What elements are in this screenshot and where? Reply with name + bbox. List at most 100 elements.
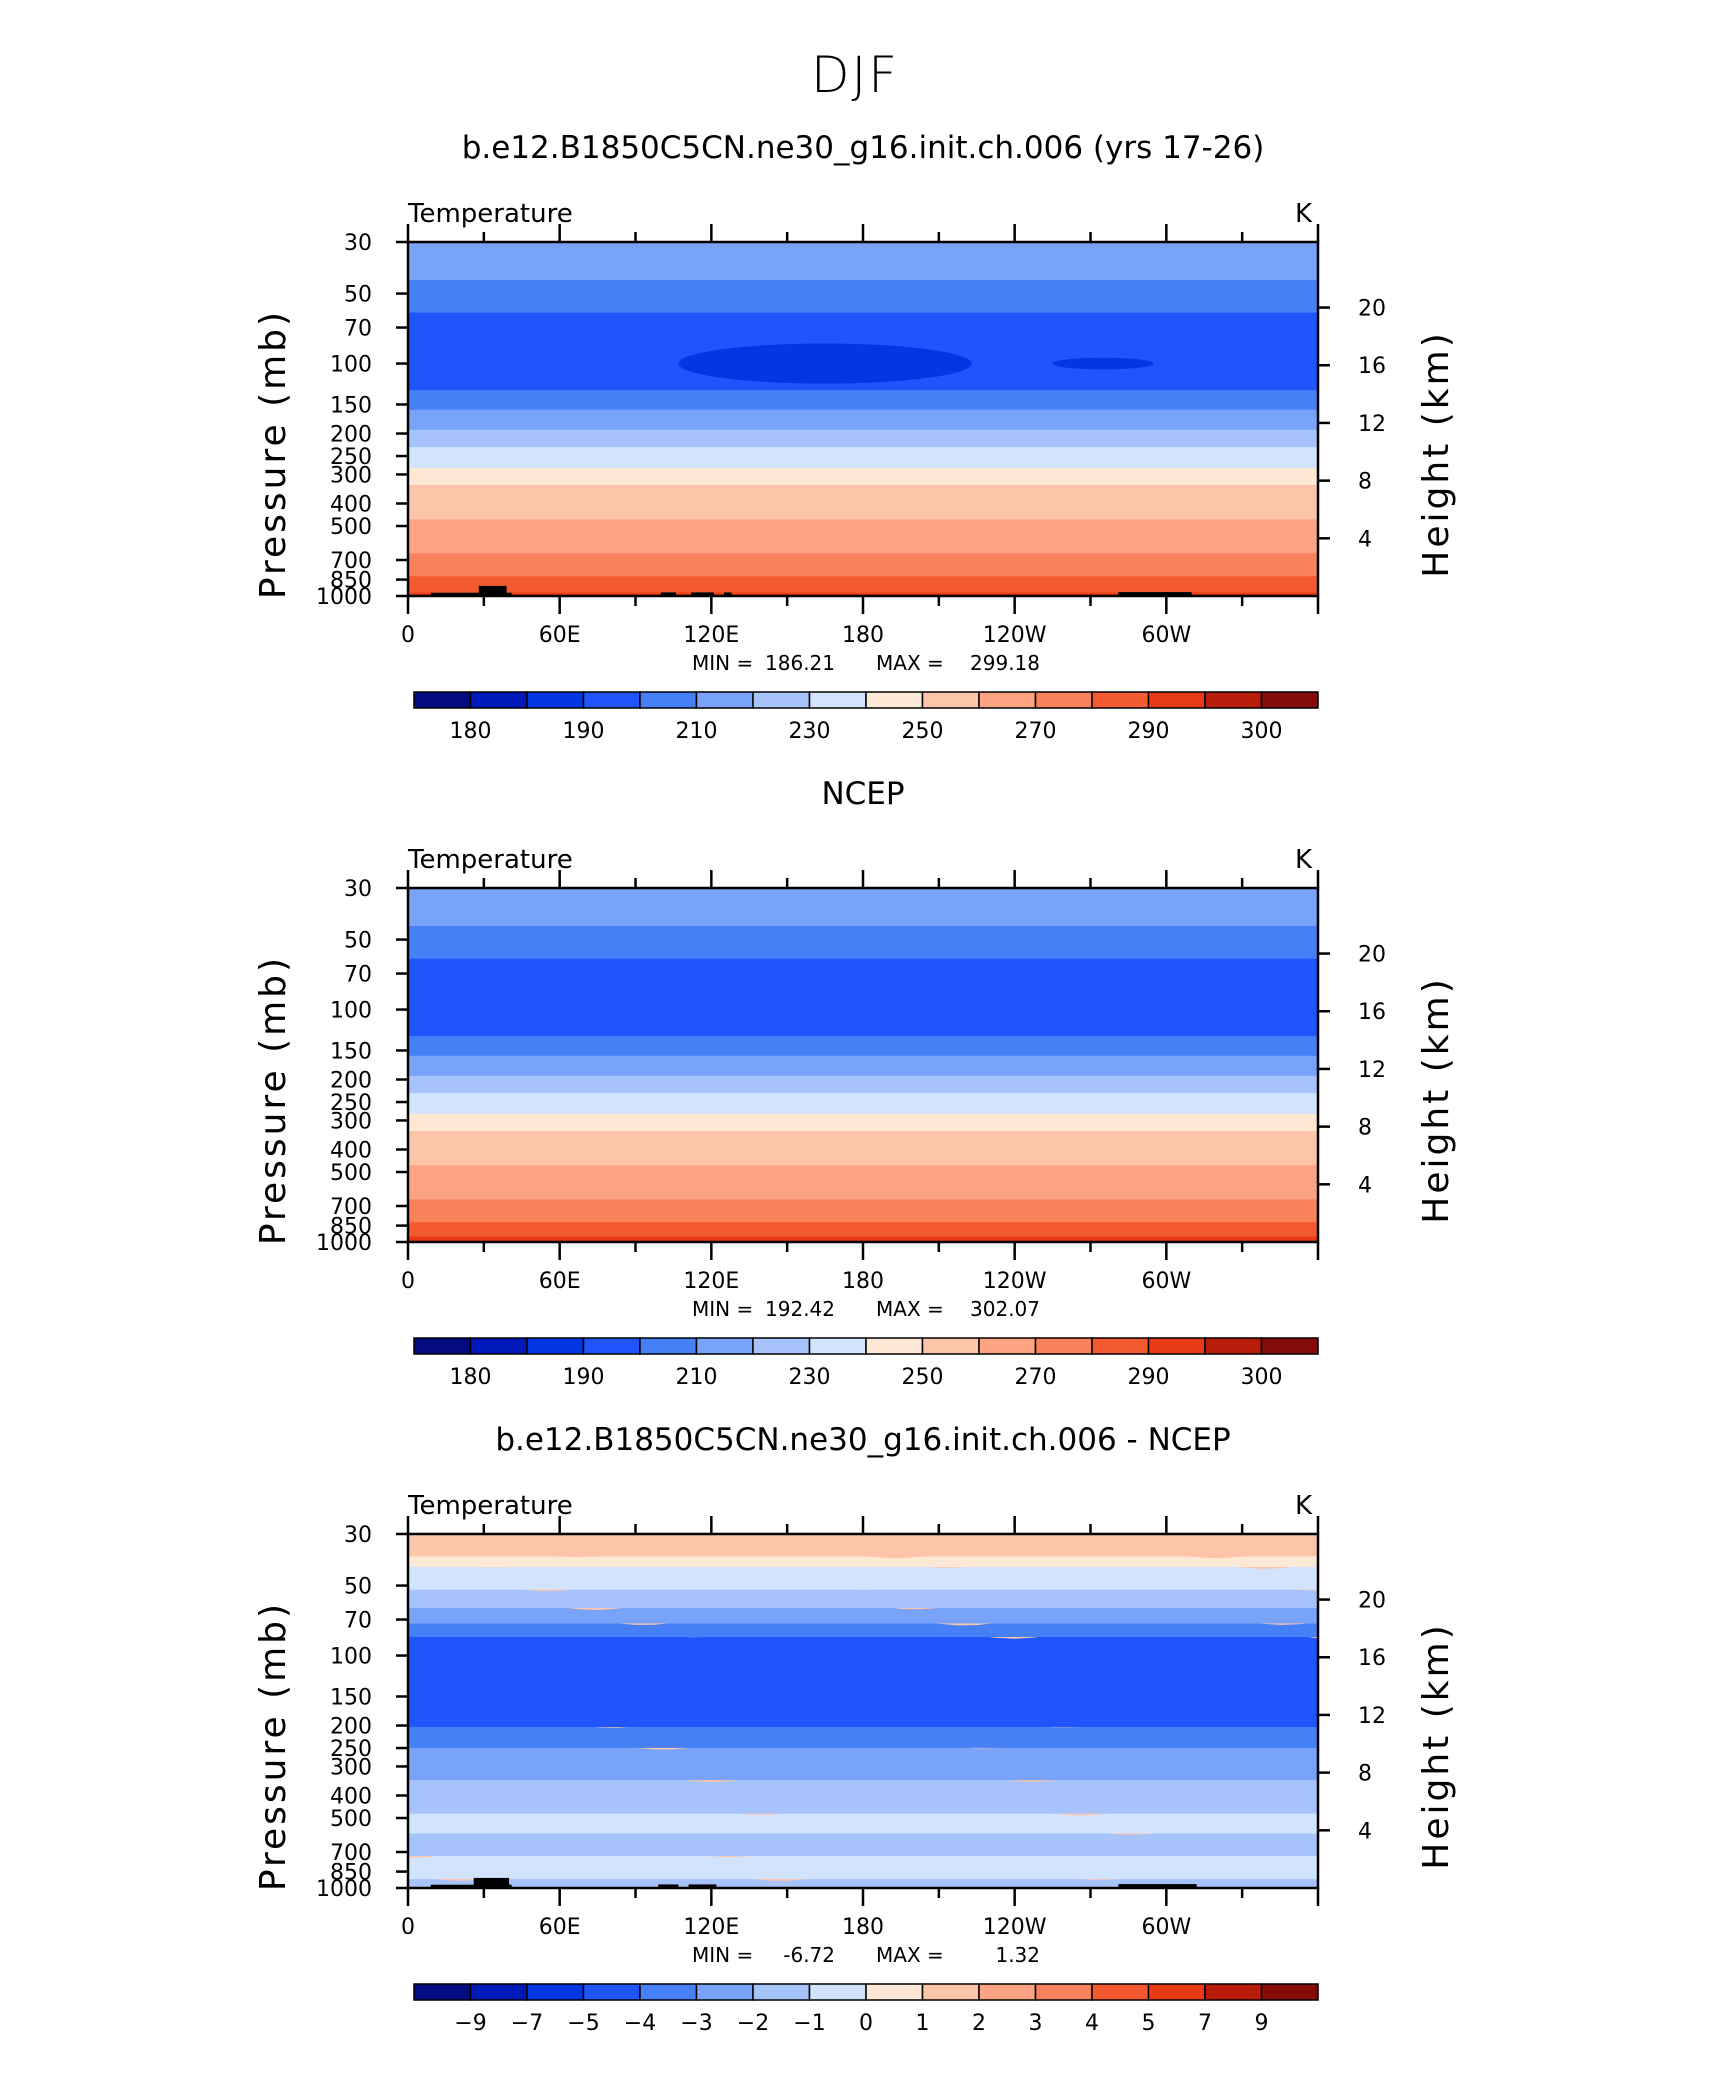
- x-tick-label: 120E: [683, 1915, 739, 1940]
- colorbar-label: −5: [567, 2011, 599, 2036]
- colorbar-swatch: [1091, 691, 1150, 709]
- topography-mask: [1118, 592, 1192, 596]
- colorbar-swatch: [639, 1337, 698, 1355]
- y-tick-label: 700: [330, 549, 372, 574]
- x-tick-label: 60E: [539, 1269, 581, 1294]
- colorbar: 180 190 210 230 250 270 290 300: [413, 1337, 1319, 1390]
- colorbar-label: 190: [563, 1365, 605, 1390]
- colorbar-label: −7: [511, 2011, 543, 2036]
- x-tick-label: 60W: [1141, 1915, 1191, 1940]
- y-axis-title-right: Height (km): [1416, 330, 1457, 577]
- height-tick-label: 20: [1358, 943, 1386, 968]
- y-tick-label: 150: [330, 1039, 372, 1064]
- x-tick-label: 120W: [983, 623, 1047, 648]
- colorbar-label: 290: [1128, 1365, 1170, 1390]
- colorbar-swatch: [695, 691, 754, 709]
- colorbar-swatch: [1204, 1337, 1263, 1355]
- topography-mask: [723, 592, 732, 596]
- min-value: 186.21: [765, 651, 835, 675]
- y-tick-label: 400: [330, 492, 372, 517]
- min-label: MIN =: [692, 1297, 753, 1321]
- colorbar-swatch: [526, 1337, 585, 1355]
- topography-mask: [691, 592, 714, 596]
- contour-band: [408, 1770, 1318, 1814]
- figure-title: DJF: [811, 46, 899, 104]
- panel-title: NCEP: [821, 776, 904, 812]
- variable-label: Temperature: [407, 1491, 573, 1521]
- height-tick-label: 4: [1358, 1173, 1372, 1198]
- height-tick-label: 12: [1358, 412, 1386, 437]
- variable-label: Temperature: [407, 199, 573, 229]
- colorbar-label: 4: [1085, 2011, 1099, 2036]
- y-tick-label: 300: [330, 1109, 372, 1134]
- y-axis-title-right: Height (km): [1416, 1622, 1457, 1869]
- height-tick-label: 12: [1358, 1058, 1386, 1083]
- colorbar: 180 190 210 230 250 270 290 300: [413, 691, 1319, 744]
- y-tick-label: 150: [330, 393, 372, 418]
- colorbar-label: 2: [972, 2011, 986, 2036]
- height-tick-label: 8: [1358, 1116, 1372, 1141]
- topography-mask: [660, 592, 676, 596]
- contour-band: [408, 1534, 1318, 1557]
- colorbar-swatch: [1091, 1983, 1150, 2001]
- y-tick-label: 300: [330, 1755, 372, 1780]
- y-tick-label: 200: [330, 1715, 372, 1740]
- colorbar-swatch: [808, 1337, 867, 1355]
- panel-1: b.e12.B1850C5CN.ne30_g16.init.ch.006 (yr…: [253, 130, 1457, 744]
- colorbar-label: −4: [624, 2011, 656, 2036]
- colorbar-swatch: [1147, 1337, 1206, 1355]
- y-axis-title: Pressure (mb): [253, 955, 294, 1245]
- y-tick-label: 150: [330, 1685, 372, 1710]
- x-tick-label: 60W: [1141, 1269, 1191, 1294]
- topography-mask: [688, 1884, 717, 1888]
- colorbar-swatch: [865, 691, 924, 709]
- x-tick-label: 120E: [683, 623, 739, 648]
- colorbar-swatch: [808, 691, 867, 709]
- colorbar-label: 3: [1029, 2011, 1043, 2036]
- colorbar-label: 250: [902, 1365, 944, 1390]
- colorbar-swatch: [978, 1983, 1037, 2001]
- min-value: -6.72: [783, 1943, 835, 1967]
- contour-field: [408, 242, 1318, 596]
- panel-3: b.e12.B1850C5CN.ne30_g16.init.ch.006 - N…: [253, 1422, 1457, 2036]
- y-tick-label: 30: [344, 1523, 372, 1548]
- colorbar-label: 300: [1241, 719, 1283, 744]
- colorbar-label: 290: [1128, 719, 1170, 744]
- colorbar-swatch: [639, 1983, 698, 2001]
- colorbar-swatch: [695, 1983, 754, 2001]
- y-tick-label: 70: [344, 1609, 372, 1634]
- max-label: MAX =: [876, 1943, 944, 1967]
- panel-title: b.e12.B1850C5CN.ne30_g16.init.ch.006 - N…: [495, 1422, 1230, 1458]
- colorbar-label: 230: [789, 1365, 831, 1390]
- y-tick-label: 30: [344, 877, 372, 902]
- max-value: 1.32: [995, 1943, 1040, 1967]
- height-tick-label: 4: [1358, 1819, 1372, 1844]
- y-tick-label: 500: [330, 515, 372, 540]
- colorbar-label: 180: [450, 719, 492, 744]
- topography-mask: [430, 592, 512, 596]
- height-tick-label: 20: [1358, 297, 1386, 322]
- y-tick-label: 1000: [316, 585, 372, 610]
- colorbar-swatch: [921, 1983, 980, 2001]
- x-tick-label: 60E: [539, 1915, 581, 1940]
- colorbar-label: −1: [793, 2011, 825, 2036]
- colorbar-label: 1: [916, 2011, 930, 2036]
- max-value: 302.07: [970, 1297, 1040, 1321]
- colorbar-label: 0: [859, 2011, 873, 2036]
- units-label: K: [1295, 845, 1313, 875]
- y-tick-label: 50: [344, 1575, 372, 1600]
- colorbar-swatch: [469, 1983, 528, 2001]
- contour-band: [408, 1627, 1318, 1727]
- colorbar-swatch: [413, 691, 472, 709]
- contour-band: [408, 888, 1318, 926]
- y-tick-label: 50: [344, 929, 372, 954]
- variable-label: Temperature: [407, 845, 573, 875]
- topography-mask: [658, 1884, 679, 1888]
- y-tick-label: 850: [330, 1861, 372, 1886]
- y-tick-label: 400: [330, 1138, 372, 1163]
- colorbar-label: −3: [680, 2011, 712, 2036]
- colorbar-swatch: [1260, 1983, 1319, 2001]
- colorbar-swatch: [1034, 1337, 1093, 1355]
- y-tick-label: 500: [330, 1807, 372, 1832]
